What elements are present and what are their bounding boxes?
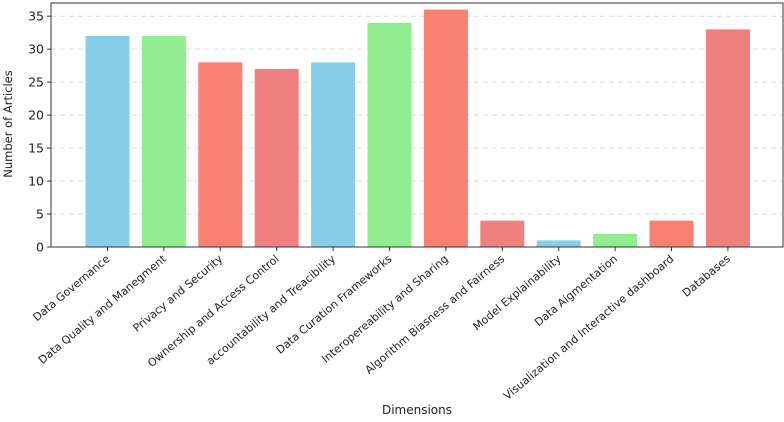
bar xyxy=(141,35,186,247)
y-tick-label: 30 xyxy=(28,42,44,57)
bar xyxy=(536,240,581,247)
bar xyxy=(705,29,750,248)
bar xyxy=(198,62,243,248)
y-tick-label: 35 xyxy=(28,9,44,24)
y-tick-label: 0 xyxy=(36,240,44,255)
bar xyxy=(593,233,638,247)
bars xyxy=(85,9,750,248)
y-tick-label: 25 xyxy=(28,75,44,90)
y-tick-label: 5 xyxy=(36,207,44,222)
bar xyxy=(85,35,130,247)
plot-frame xyxy=(50,2,784,248)
y-tick-label: 10 xyxy=(28,174,44,189)
y-tick-label: 15 xyxy=(28,141,44,156)
x-tick-label: Data Curation Frameworks xyxy=(274,252,395,357)
y-tick-label: 20 xyxy=(28,108,44,123)
y-axis-label: Number of Articles xyxy=(1,70,15,177)
bar xyxy=(649,220,694,247)
bar xyxy=(423,9,468,248)
bar xyxy=(311,62,356,248)
bar xyxy=(367,22,412,247)
x-axis-label: Dimensions xyxy=(382,403,452,417)
bar xyxy=(480,220,525,247)
bar xyxy=(254,68,299,247)
x-tick-label: Databases xyxy=(680,252,733,300)
